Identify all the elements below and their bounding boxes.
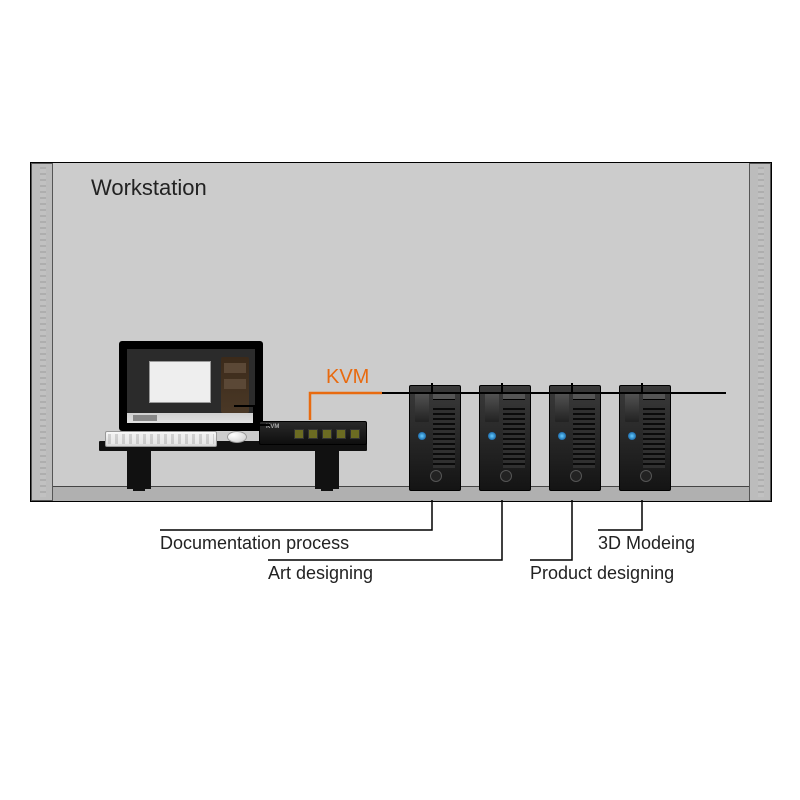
vents-icon	[573, 408, 595, 468]
legend-label-1: Documentation process	[160, 533, 349, 554]
power-button-icon	[640, 470, 652, 482]
kvm-port-icon	[308, 429, 318, 439]
legend-label-2: Art designing	[268, 563, 373, 584]
kvm-port-icon	[294, 429, 304, 439]
tower-3	[549, 385, 601, 491]
kvm-port-icon	[336, 429, 346, 439]
desk	[99, 441, 367, 489]
kvm-label: KVM	[326, 366, 369, 389]
power-button-icon	[570, 470, 582, 482]
power-button-icon	[500, 470, 512, 482]
kvm-port-icon	[350, 429, 360, 439]
tower-1	[409, 385, 461, 491]
monitor	[119, 341, 263, 431]
legend-label-3: 3D Modeing	[598, 533, 695, 554]
screen-panel-icon	[221, 357, 249, 413]
screen-footer-icon	[127, 413, 255, 423]
drive-bay-icon	[573, 394, 595, 400]
drive-bay-icon	[643, 394, 665, 400]
drive-bay-icon	[433, 394, 455, 400]
vents-icon	[433, 408, 455, 468]
power-button-icon	[430, 470, 442, 482]
keyboard-icon	[105, 431, 217, 447]
tower-4	[619, 385, 671, 491]
desk-leg-right	[315, 451, 339, 489]
desk-leg-left	[127, 451, 151, 489]
kvm-port-icon	[322, 429, 332, 439]
screen-window-icon	[149, 361, 211, 403]
monitor-screen	[127, 349, 255, 423]
wall-right	[749, 163, 771, 501]
diagram-canvas: Workstation KVM	[0, 0, 800, 800]
drive-bay-icon	[503, 394, 525, 400]
wall-left	[31, 163, 53, 501]
legend-label-4: Product designing	[530, 563, 674, 584]
room: Workstation KVM	[30, 162, 772, 502]
tower-2	[479, 385, 531, 491]
kvm-ports	[294, 429, 360, 439]
room-title: Workstation	[91, 175, 207, 201]
vents-icon	[643, 408, 665, 468]
kvm-switch: KVM	[259, 421, 367, 445]
mouse-icon	[227, 431, 247, 443]
vents-icon	[503, 408, 525, 468]
kvm-device-label: KVM	[266, 424, 279, 430]
